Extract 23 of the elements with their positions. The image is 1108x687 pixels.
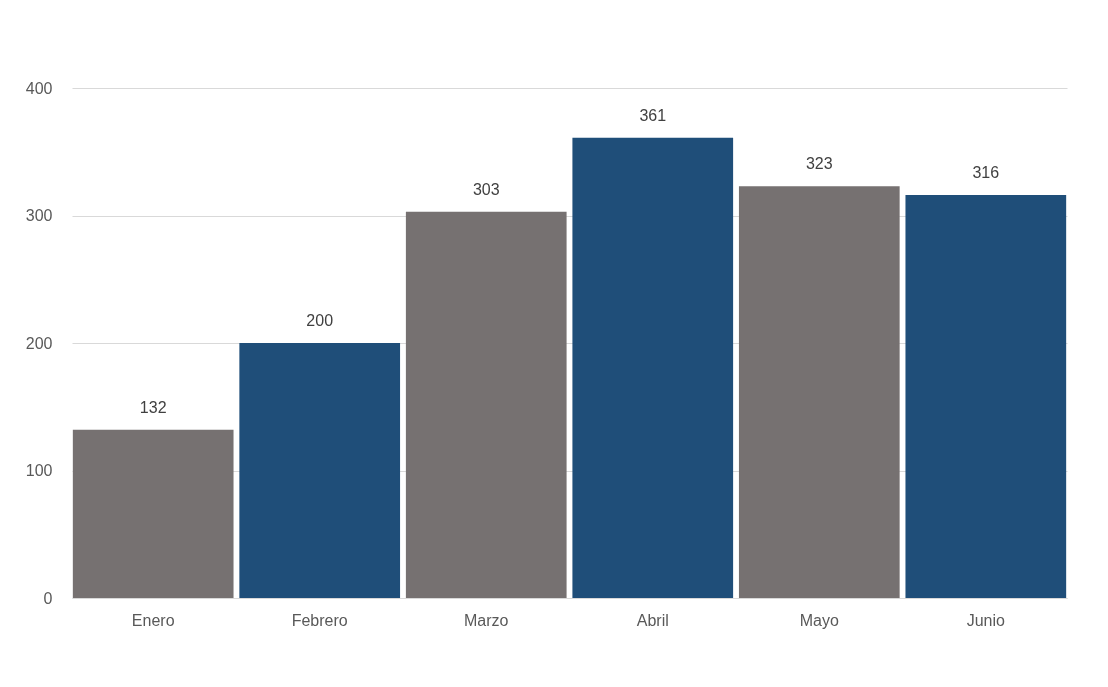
x-tick-label: Febrero [291,611,348,629]
y-tick-label: 200 [25,334,53,352]
x-tick-label: Enero [131,611,175,629]
y-tick-label: 0 [43,589,53,607]
bar [572,137,734,598]
x-tick-label: Junio [966,611,1006,629]
y-tick-label: 100 [25,462,53,479]
bar [72,429,234,598]
bar [239,343,401,598]
data-label: 323 [805,155,833,173]
y-tick-label: 300 [25,207,53,224]
y-tick-label: 400 [25,79,53,97]
bar [738,186,900,598]
x-tick-label: Abril [636,611,669,629]
bar [405,211,567,598]
x-tick-label: Mayo [799,611,839,629]
x-tick-label: Marzo [464,611,509,629]
data-label: 316 [972,164,1000,182]
data-label: 361 [639,106,667,124]
bar [905,195,1067,598]
data-label: 303 [472,180,500,198]
data-label: 132 [139,398,167,416]
data-label: 200 [306,312,334,329]
